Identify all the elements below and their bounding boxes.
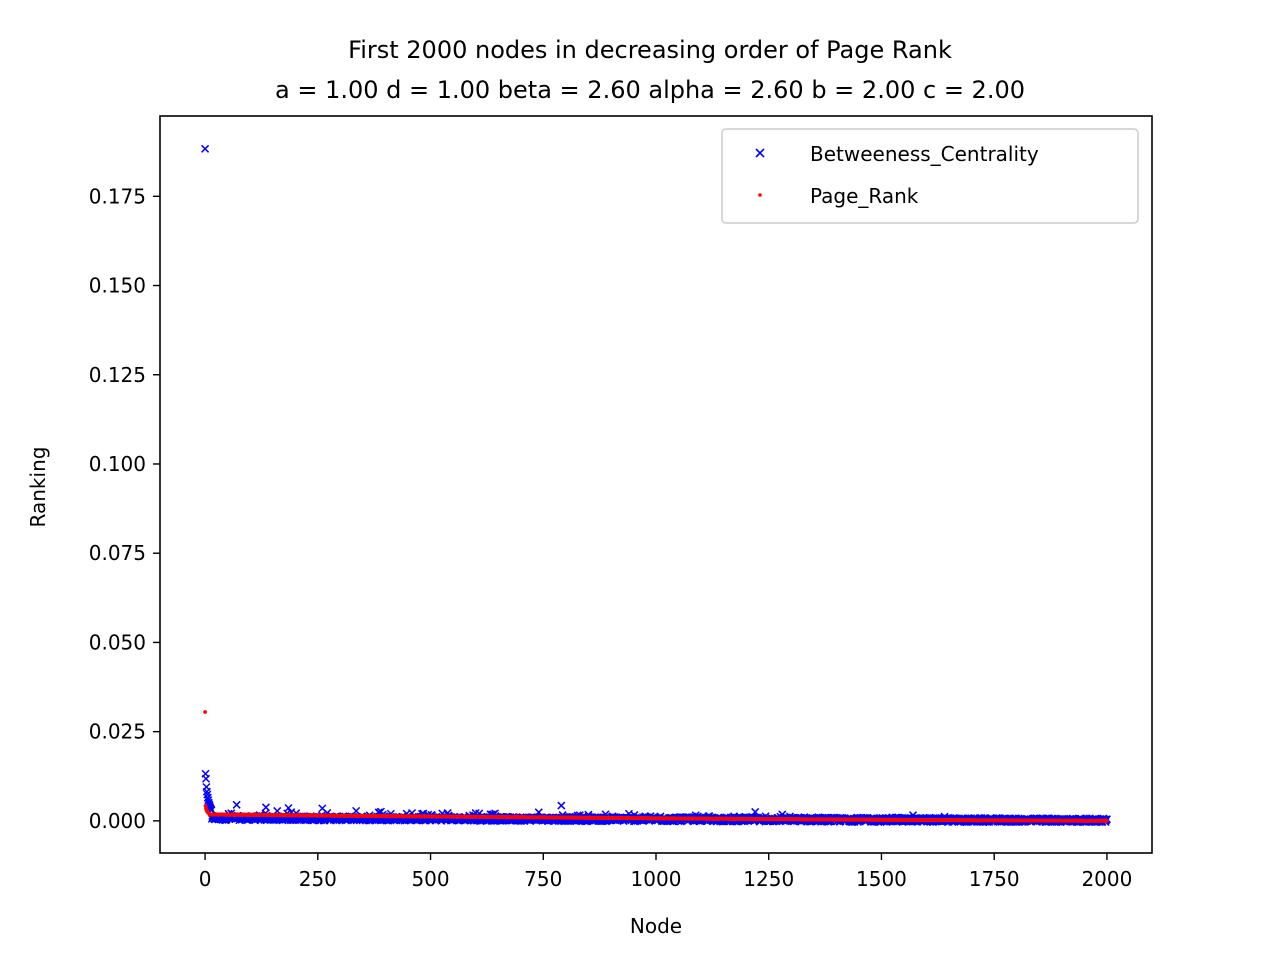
legend: Betweeness_Centrality Page_Rank xyxy=(721,128,1139,224)
pagerank-point xyxy=(1105,819,1109,823)
x-tick-label: 250 xyxy=(299,867,337,891)
x-tick-label: 1750 xyxy=(969,867,1020,891)
x-axis-label: Node xyxy=(630,914,682,938)
y-tick-label: 0.100 xyxy=(89,452,146,476)
y-axis-label: Ranking xyxy=(26,447,50,528)
y-tick-label: 0.050 xyxy=(89,630,146,654)
y-tick-label: 0.150 xyxy=(89,274,146,298)
plot-area xyxy=(159,115,1153,854)
chart-title: First 2000 nodes in decreasing order of … xyxy=(348,36,952,64)
points-layer xyxy=(201,144,1111,826)
y-tick-label: 0.175 xyxy=(89,184,146,208)
x-tick-label: 500 xyxy=(411,867,449,891)
betweenness-point xyxy=(201,774,211,783)
y-tick-label: 0.075 xyxy=(89,541,146,565)
legend-marker-pagerank xyxy=(758,193,762,197)
betweenness-point xyxy=(201,144,210,153)
x-tick-label: 1000 xyxy=(631,867,682,891)
pagerank-point xyxy=(203,710,207,714)
x-tick-label: 750 xyxy=(524,867,562,891)
betweenness-point xyxy=(284,804,293,813)
betweenness-point xyxy=(232,800,241,809)
y-tick-label: 0.000 xyxy=(89,809,146,833)
betweenness-point xyxy=(261,803,270,812)
x-tick-label: 1250 xyxy=(743,867,794,891)
x-tick-label: 0 xyxy=(199,867,212,891)
betweenness-point xyxy=(557,801,566,810)
x-tick-label: 1500 xyxy=(856,867,907,891)
legend-label-pagerank: Page_Rank xyxy=(810,184,919,208)
y-tick-label: 0.125 xyxy=(89,363,146,387)
chart-subtitle: a = 1.00 d = 1.00 beta = 2.60 alpha = 2.… xyxy=(275,76,1025,104)
legend-label-betweeness: Betweeness_Centrality xyxy=(810,142,1039,166)
x-tick-label: 2000 xyxy=(1081,867,1132,891)
y-tick-label: 0.025 xyxy=(89,720,146,744)
